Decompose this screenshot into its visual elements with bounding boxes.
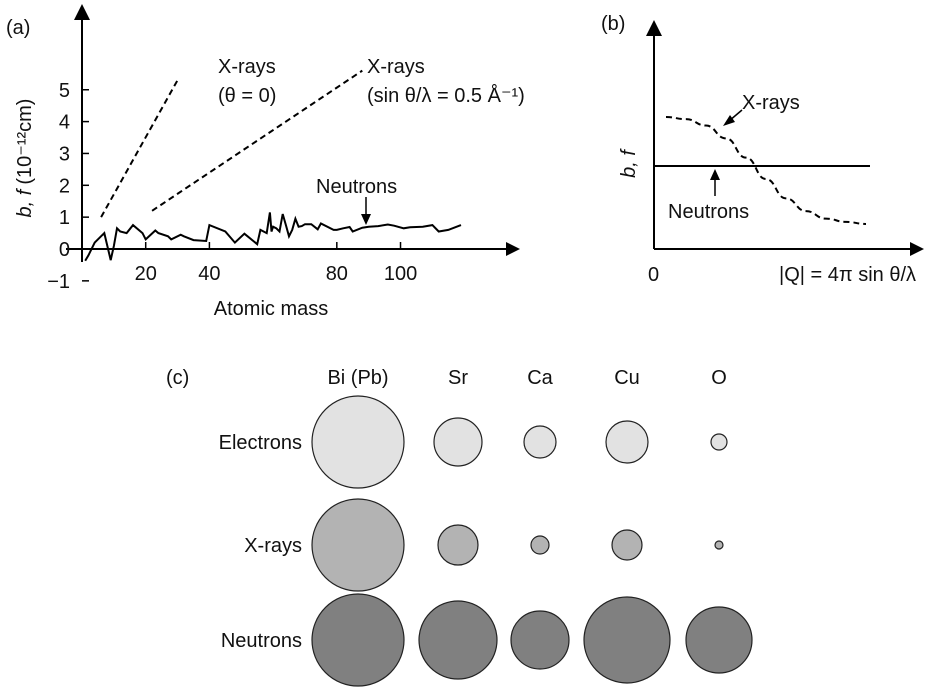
panel-a-x-ticks: 20 40 80 100 xyxy=(135,242,417,285)
panel-c-circle-xrays-bipb xyxy=(311,498,405,592)
panel-c-circle-neutrons-cu xyxy=(583,596,671,684)
panel-c-column-header: Bi (Pb) xyxy=(327,367,388,389)
panel-c-circle-electrons-cu xyxy=(605,420,649,464)
panel-b-xrays-curve xyxy=(665,116,867,225)
panel-c-column-headers: Bi (Pb) Sr Ca Cu O xyxy=(327,367,726,389)
panel-a-x-axis-arrow xyxy=(506,242,520,256)
panel-c: (c) Bi (Pb) Sr Ca Cu O Electrons X-rays Neutro… xyxy=(166,367,753,687)
panel-c-circle-xrays-o xyxy=(714,540,724,550)
panel-a-y-tick-label: 4 xyxy=(59,112,70,134)
panel-a-y-axis-label-symbols: b, f xyxy=(14,187,36,217)
panel-c-column-header: Ca xyxy=(527,367,553,389)
panel-b-neutrons-label: Neutrons xyxy=(668,201,749,223)
panel-a-y-axis-arrow xyxy=(74,4,90,20)
panel-b-origin-label: 0 xyxy=(648,264,659,286)
panel-b-x-axis-label: |Q| = 4π sin θ/λ xyxy=(779,264,916,286)
panel-a-y-axis-label-unit: (10⁻¹²cm) xyxy=(14,99,36,185)
panel-a-xray-theta0-label-2: (θ = 0) xyxy=(218,85,276,107)
panel-c-column-header: Cu xyxy=(614,367,640,389)
panel-c-circle-xrays-cu xyxy=(611,529,643,561)
panel-b: (b) b, f 0 |Q| = 4π sin θ/λ X-rays Neutr… xyxy=(601,13,924,286)
panel-a-x-tick-label: 100 xyxy=(384,263,417,285)
panel-c-circle-electrons-sr xyxy=(433,417,483,467)
panel-a-neutrons-pointer-head xyxy=(361,214,371,225)
panel-a-x-axis-label: Atomic mass xyxy=(214,298,328,320)
panel-c-circle-electrons-ca xyxy=(523,425,557,459)
panel-a-x-tick-label: 40 xyxy=(198,263,220,285)
panel-a-y-ticks: −1 0 1 2 3 4 5 xyxy=(47,80,89,293)
panel-c-column-header: O xyxy=(711,367,727,389)
panel-b-y-axis-arrow xyxy=(646,20,662,36)
panel-c-circle-electrons-bipb xyxy=(311,395,405,489)
panel-c-label: (c) xyxy=(166,367,189,389)
panel-a-xray-sin05-line xyxy=(151,69,363,212)
panel-a: (a) −1 0 1 2 3 4 5 20 40 80 100 b, f(10⁻¹²cm) Ato… xyxy=(6,4,525,320)
panel-c-row-label: Electrons xyxy=(219,432,302,454)
panel-c-circle-electrons-o xyxy=(710,433,728,451)
panel-a-y-tick-label: 1 xyxy=(59,207,70,229)
panel-b-neutrons-pointer-head xyxy=(710,169,720,180)
panel-c-circle-neutrons-bipb xyxy=(311,593,405,687)
panel-a-xray-theta0-label-1: X-rays xyxy=(218,56,276,78)
panel-c-row-label: Neutrons xyxy=(221,630,302,652)
panel-b-xrays-pointer-head xyxy=(723,115,735,126)
panel-c-row-label: X-rays xyxy=(244,535,302,557)
panel-c-row-labels: Electrons X-rays Neutrons xyxy=(219,432,302,652)
panel-a-x-tick-label: 20 xyxy=(135,263,157,285)
panel-b-x-axis-arrow xyxy=(910,242,924,256)
panel-a-y-tick-label: 5 xyxy=(59,80,70,102)
panel-a-neutrons-label: Neutrons xyxy=(316,176,397,198)
panel-c-circle-xrays-sr xyxy=(437,524,479,566)
panel-a-y-tick-label: 2 xyxy=(59,175,70,197)
panel-a-neutrons-line xyxy=(84,212,462,262)
panel-a-y-tick-label: 0 xyxy=(59,239,70,261)
panel-c-circle-neutrons-ca xyxy=(510,610,570,670)
panel-a-xray-sin05-label-2: (sin θ/λ = 0.5 Å⁻¹) xyxy=(367,84,525,107)
panel-a-y-tick-label: 3 xyxy=(59,143,70,165)
panel-a-y-tick-label: −1 xyxy=(47,271,70,293)
panel-c-circle-neutrons-o xyxy=(685,606,753,674)
panel-c-circle-xrays-ca xyxy=(530,535,550,555)
panel-b-xrays-label: X-rays xyxy=(742,92,800,114)
panel-b-label: (b) xyxy=(601,13,625,35)
panel-a-x-tick-label: 80 xyxy=(326,263,348,285)
panel-a-xray-sin05-label-1: X-rays xyxy=(367,56,425,78)
panel-a-xray-theta0-line xyxy=(100,79,179,218)
panel-b-y-axis-label: b, f xyxy=(618,148,640,178)
panel-c-circle-neutrons-sr xyxy=(418,600,498,680)
panel-c-circles xyxy=(311,395,753,687)
panel-a-y-axis-label: b, f(10⁻¹²cm) xyxy=(14,99,36,218)
panel-c-column-header: Sr xyxy=(448,367,468,389)
panel-a-label: (a) xyxy=(6,17,30,39)
